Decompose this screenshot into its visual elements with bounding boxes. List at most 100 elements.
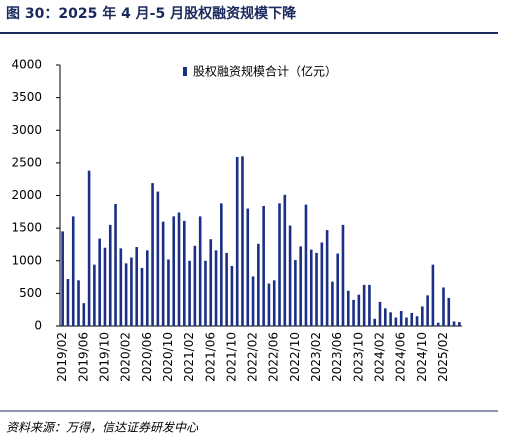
bar bbox=[177, 212, 181, 326]
bar bbox=[108, 224, 112, 326]
chart-title: 图 30：2025 年 4 月-5 月股权融资规模下降 bbox=[6, 5, 297, 22]
y-tick-label: 2000 bbox=[11, 188, 42, 202]
bar bbox=[193, 245, 197, 326]
bar bbox=[61, 231, 64, 326]
x-tick-label: 2024/06 bbox=[394, 332, 408, 382]
bar bbox=[458, 322, 461, 326]
bar bbox=[204, 260, 207, 326]
bar bbox=[130, 257, 133, 326]
bar bbox=[77, 280, 80, 326]
x-tick-label: 2021/10 bbox=[224, 332, 238, 382]
bar bbox=[283, 194, 287, 326]
y-tick-label: 3000 bbox=[11, 123, 42, 137]
bar bbox=[421, 306, 424, 326]
bar bbox=[262, 205, 265, 326]
bar bbox=[156, 191, 160, 326]
bar bbox=[378, 301, 382, 326]
bar bbox=[357, 294, 361, 326]
bar bbox=[114, 203, 117, 326]
bar bbox=[452, 321, 456, 326]
legend-swatch bbox=[183, 67, 187, 76]
x-tick-label: 2025/02 bbox=[436, 332, 450, 382]
bar bbox=[267, 283, 271, 326]
bar bbox=[352, 299, 355, 326]
bar bbox=[394, 317, 398, 326]
source: 资料来源：万得，信达证券研发中心 bbox=[6, 421, 199, 435]
bar bbox=[87, 170, 91, 326]
bar bbox=[119, 248, 123, 326]
x-tick-label: 2023/06 bbox=[330, 332, 344, 382]
bar bbox=[140, 267, 144, 326]
bar bbox=[124, 263, 128, 326]
bar bbox=[325, 230, 329, 326]
bar bbox=[209, 239, 213, 326]
bar bbox=[341, 224, 345, 326]
x-tick-label: 2023/02 bbox=[309, 332, 323, 382]
x-tick-label: 2022/06 bbox=[267, 332, 281, 382]
bar bbox=[82, 303, 86, 326]
bar bbox=[346, 290, 350, 326]
bar bbox=[373, 318, 377, 326]
bar bbox=[320, 242, 324, 326]
bar bbox=[410, 312, 414, 326]
bar bbox=[426, 295, 429, 326]
x-tick-label: 2023/10 bbox=[351, 332, 365, 382]
bar bbox=[103, 247, 107, 326]
bar bbox=[235, 157, 239, 326]
bar bbox=[98, 238, 101, 326]
bar bbox=[315, 252, 318, 326]
bar bbox=[331, 281, 334, 326]
y-tick-label: 1000 bbox=[11, 253, 42, 267]
x-tick-label: 2024/10 bbox=[415, 332, 429, 382]
bar bbox=[214, 250, 218, 326]
bar bbox=[220, 203, 223, 326]
bar bbox=[230, 265, 234, 326]
bar bbox=[257, 243, 260, 326]
x-tick-label: 2024/02 bbox=[373, 332, 387, 382]
bar bbox=[368, 284, 371, 326]
y-tick-label: 500 bbox=[19, 286, 42, 300]
bar bbox=[309, 249, 313, 326]
y-tick-label: 0 bbox=[34, 319, 42, 333]
bar bbox=[405, 317, 408, 326]
x-tick-label: 2019/10 bbox=[97, 332, 111, 382]
bar bbox=[272, 280, 276, 326]
bar bbox=[442, 287, 445, 326]
bar bbox=[336, 253, 339, 326]
bar bbox=[278, 203, 281, 326]
bar bbox=[66, 279, 70, 326]
x-tick-label: 2021/02 bbox=[182, 332, 196, 382]
y-tick-label: 3500 bbox=[11, 90, 42, 104]
x-tick-label: 2020/02 bbox=[119, 332, 133, 382]
bar bbox=[389, 312, 392, 326]
y-tick-label: 4000 bbox=[11, 58, 42, 72]
y-tick-label: 1500 bbox=[11, 221, 42, 235]
bar bbox=[188, 260, 191, 326]
x-tick-label: 2019/06 bbox=[76, 332, 90, 382]
bar bbox=[225, 252, 228, 326]
bar bbox=[288, 225, 292, 326]
bar bbox=[198, 216, 202, 326]
bar bbox=[362, 284, 366, 326]
x-tick-label: 2021/06 bbox=[203, 332, 217, 382]
bar bbox=[135, 247, 138, 326]
bar bbox=[436, 322, 440, 326]
bar bbox=[145, 250, 149, 326]
bar bbox=[161, 221, 165, 326]
bar bbox=[431, 264, 435, 326]
legend-label: 股权融资规模合计（亿元） bbox=[193, 64, 337, 79]
bar bbox=[167, 259, 170, 326]
bar bbox=[299, 246, 302, 326]
bar bbox=[447, 297, 451, 326]
x-tick-label: 2022/10 bbox=[288, 332, 302, 382]
bar bbox=[304, 204, 308, 326]
y-tick-label: 2500 bbox=[11, 155, 42, 169]
x-tick-label: 2020/10 bbox=[161, 332, 175, 382]
bar bbox=[151, 183, 154, 326]
bar bbox=[251, 276, 255, 326]
bar bbox=[384, 308, 387, 326]
bar bbox=[246, 208, 250, 326]
bar bbox=[172, 216, 176, 326]
x-tick-label: 2022/02 bbox=[246, 332, 260, 382]
